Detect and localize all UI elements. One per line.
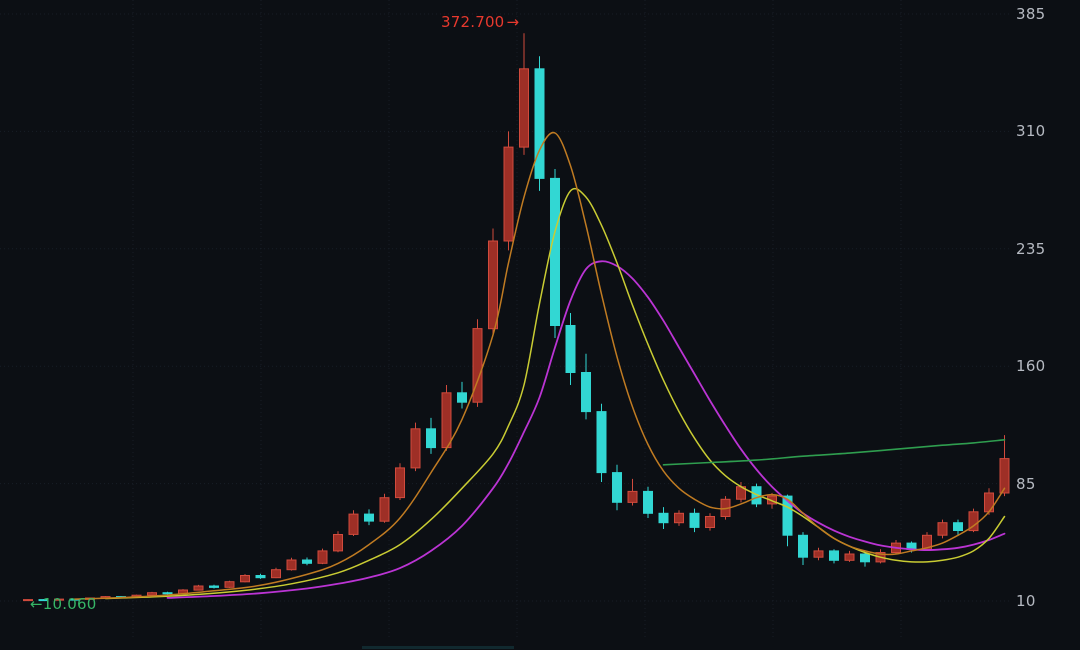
candle: [627, 478, 638, 506]
candle: [395, 463, 405, 500]
candle: [643, 486, 653, 518]
candle: [798, 532, 808, 565]
candle: [240, 574, 250, 583]
y-axis-tick-label: 160: [1016, 357, 1046, 376]
candle: [503, 131, 514, 251]
candle: [581, 353, 591, 420]
candle: [488, 228, 498, 335]
candle: [333, 531, 343, 553]
candle: [441, 385, 452, 451]
low-price-value: 10.060: [42, 595, 97, 613]
candle: [271, 567, 281, 579]
candle: [147, 591, 157, 596]
high-price-annotation: 372.700 →: [441, 13, 519, 31]
low-price-annotation: ←10.060: [30, 595, 96, 613]
candle: [209, 584, 219, 589]
y-axis-tick-label: 85: [1016, 474, 1036, 493]
candle: [937, 519, 948, 539]
candle: [317, 548, 328, 565]
candle: [364, 509, 374, 526]
candle: [286, 557, 297, 571]
candle: [844, 550, 855, 562]
right-arrow-icon: →: [506, 13, 520, 31]
candle: [968, 508, 979, 533]
candle: [782, 494, 793, 547]
candle: [379, 493, 390, 523]
candle: [193, 584, 204, 591]
y-axis-tick-label: 10: [1016, 592, 1036, 610]
candle: [689, 508, 700, 533]
candle: [255, 573, 266, 579]
candle: [54, 598, 64, 601]
y-axis-tick-label: 310: [1016, 122, 1046, 141]
candle: [658, 507, 669, 529]
left-arrow-icon: ←: [30, 595, 43, 613]
high-price-value: 372.700: [441, 13, 505, 31]
candle: [23, 599, 33, 602]
candle: [565, 313, 576, 385]
candle: [953, 519, 963, 536]
candle: [457, 381, 467, 409]
candle: [860, 552, 870, 567]
candle: [550, 169, 560, 338]
candle: [674, 510, 684, 526]
y-axis-tick-label: 385: [1016, 5, 1046, 23]
candle: [426, 417, 436, 454]
ma-line-fast-orange: [73, 131, 1006, 600]
clipped-bottom-sliver: [362, 646, 514, 649]
ma-line-long-green: [662, 439, 1006, 466]
candle: [596, 403, 607, 482]
candle: [813, 547, 824, 561]
candle: [302, 557, 312, 566]
candle: [224, 580, 235, 588]
gridlines: [0, 0, 1012, 640]
candle: [519, 33, 529, 155]
candle: [410, 422, 421, 472]
candle: [534, 56, 545, 191]
ma-line-mid-yellow: [104, 187, 1006, 600]
candle: [829, 549, 839, 564]
candle: [162, 591, 173, 595]
y-axis-tick-label: 235: [1016, 239, 1046, 258]
candle: [999, 435, 1010, 497]
candle: [472, 319, 483, 407]
candle: [612, 464, 622, 511]
candle: [705, 513, 715, 531]
candle: [348, 510, 359, 536]
ma-line-slow-magenta: [166, 260, 1006, 599]
candle: [38, 599, 49, 602]
